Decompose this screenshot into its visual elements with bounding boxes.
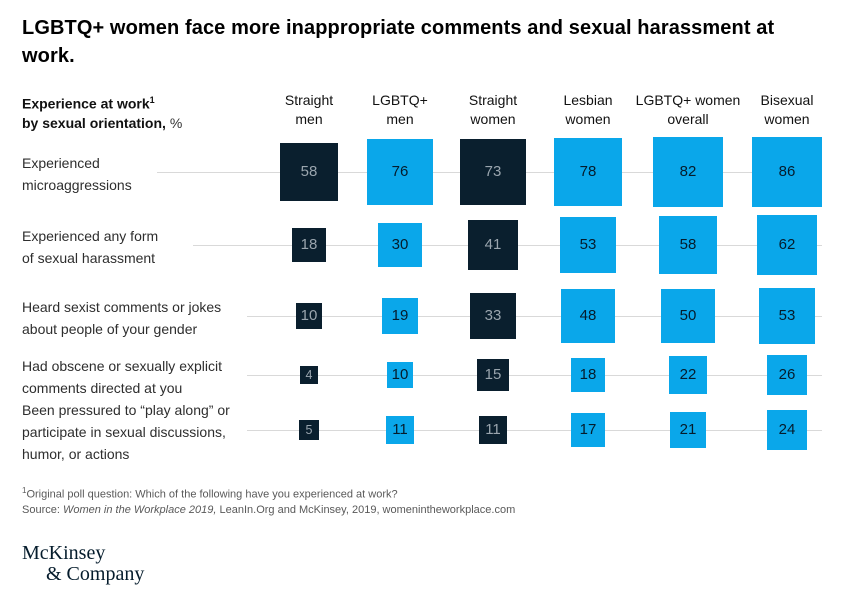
data-square: 58 — [279, 142, 339, 202]
row-baseline — [247, 316, 822, 317]
data-value: 26 — [778, 366, 796, 384]
data-square: 86 — [751, 136, 823, 208]
data-square: 4 — [299, 365, 319, 385]
data-square: 24 — [767, 410, 807, 450]
data-value: 18 — [300, 236, 318, 254]
data-square: 33 — [470, 293, 516, 339]
data-value: 78 — [579, 163, 597, 181]
data-square: 11 — [479, 416, 507, 444]
data-square: 50 — [660, 288, 716, 344]
data-value: 17 — [579, 421, 597, 439]
data-value: 41 — [484, 236, 502, 254]
data-square: 18 — [291, 227, 327, 263]
chart-title: LGBTQ+ women face more inappropriate com… — [22, 17, 775, 67]
row-label: Heard sexist comments or jokes about peo… — [22, 299, 222, 337]
data-square: 11 — [386, 416, 414, 444]
data-value: 58 — [679, 236, 697, 254]
logo-line1: McKinsey — [22, 542, 106, 564]
data-value: 53 — [778, 307, 796, 325]
source-title: Women in the Workplace 2019, — [62, 504, 217, 517]
data-value: 15 — [484, 366, 502, 384]
unit-label: % — [169, 114, 183, 131]
data-square: 30 — [378, 223, 422, 267]
column-header: LGBTQ+ men — [372, 92, 428, 127]
data-square: 73 — [460, 139, 526, 205]
column-header: LGBTQ+ women overall — [635, 92, 741, 127]
row-baseline — [247, 430, 822, 431]
axis-left-header-line1: Experience at work1 — [22, 95, 155, 112]
data-value: 21 — [679, 421, 697, 439]
data-square: 18 — [570, 357, 606, 393]
data-square: 17 — [571, 413, 605, 447]
row-label: Been pressured to “play along” or partic… — [22, 402, 230, 462]
data-value: 73 — [484, 163, 502, 181]
data-value: 76 — [391, 163, 409, 181]
data-value: 22 — [679, 366, 697, 384]
row-label: Had obscene or sexually explicit comment… — [22, 358, 222, 396]
data-value: 19 — [391, 307, 409, 325]
axis-left-header: Experience at work1 by sexual orientatio… — [22, 91, 182, 133]
data-value: 10 — [300, 307, 318, 325]
data-square: 78 — [554, 138, 622, 206]
data-square: 22 — [669, 356, 707, 394]
footnote-block: 1Original poll question: Which of the fo… — [22, 483, 515, 519]
data-square: 26 — [766, 354, 808, 396]
data-square: 10 — [386, 361, 414, 389]
footnote-marker: 1 — [149, 95, 155, 105]
data-value: 48 — [579, 307, 597, 325]
data-value: 30 — [391, 236, 409, 254]
data-square: 5 — [298, 419, 320, 441]
data-square: 62 — [756, 214, 818, 276]
data-value: 5 — [305, 422, 313, 437]
row-label: Experienced microaggressions — [22, 155, 132, 193]
row-baseline — [247, 375, 822, 376]
data-value: 4 — [305, 367, 313, 382]
data-square: 82 — [653, 137, 723, 207]
data-value: 50 — [679, 307, 697, 325]
data-value: 18 — [579, 366, 597, 384]
data-value: 82 — [679, 163, 697, 181]
data-square: 10 — [295, 302, 323, 330]
data-value: 10 — [391, 366, 409, 384]
data-value: 11 — [392, 421, 408, 439]
axis-left-header-line2: by sexual orientation, % — [22, 114, 183, 131]
data-square: 58 — [658, 215, 718, 275]
data-value: 62 — [778, 236, 796, 254]
data-square: 19 — [382, 298, 418, 334]
column-header: Straight women — [468, 92, 518, 127]
column-header: Straight men — [284, 92, 334, 127]
logo-line2: & Company — [46, 563, 145, 585]
data-square: 15 — [477, 359, 509, 391]
data-value: 24 — [778, 421, 796, 439]
mckinsey-logo: McKinsey & Company — [22, 543, 144, 585]
column-header: Lesbian women — [563, 92, 613, 127]
data-square: 76 — [366, 138, 434, 206]
source-line: Source: Women in the Workplace 2019, Lea… — [22, 504, 516, 517]
data-value: 11 — [485, 421, 501, 439]
column-header: Bisexual women — [760, 92, 814, 127]
data-value: 33 — [484, 307, 502, 325]
row-label: Experienced any form of sexual harassmen… — [22, 228, 159, 266]
data-square: 21 — [669, 411, 707, 449]
data-value: 86 — [778, 163, 796, 181]
data-square: 53 — [758, 287, 816, 345]
data-square: 41 — [467, 219, 519, 271]
footnote: 1Original poll question: Which of the fo… — [22, 486, 398, 501]
data-value: 58 — [300, 163, 318, 181]
data-square: 48 — [561, 289, 615, 343]
data-square: 53 — [559, 216, 617, 274]
data-value: 53 — [579, 236, 597, 254]
